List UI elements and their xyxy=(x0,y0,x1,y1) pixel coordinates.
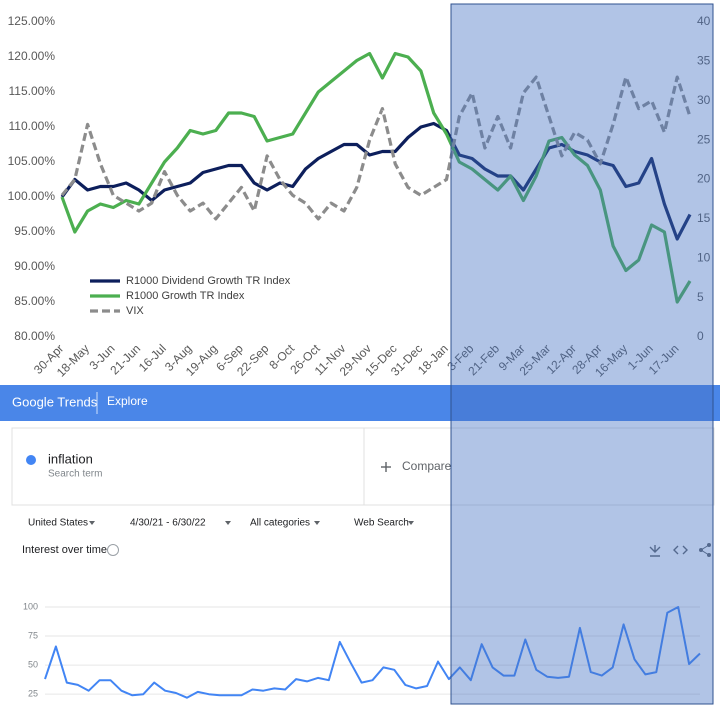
term-dot xyxy=(26,455,36,465)
series-line xyxy=(60,121,692,241)
y-tick-label: 115.00% xyxy=(9,84,56,98)
series-line xyxy=(60,75,692,221)
y-tick-label: 110.00% xyxy=(9,119,56,133)
y-tick-label: 90.00% xyxy=(14,259,55,273)
y-tick-label: 105.00% xyxy=(8,154,56,168)
brand: Google Trends xyxy=(12,394,98,409)
y2-tick-label: 5 xyxy=(697,290,704,304)
y2-tick-label: 20 xyxy=(697,172,711,186)
help-icon[interactable] xyxy=(107,544,119,556)
term-card xyxy=(11,427,715,506)
y-tick-label: 125.00% xyxy=(8,14,56,28)
trends-header xyxy=(0,385,720,421)
filter[interactable]: United States xyxy=(28,518,88,529)
y2-tick-label: 40 xyxy=(697,14,711,28)
download-icon[interactable] xyxy=(649,545,661,557)
filter[interactable]: 4/30/21 - 6/30/22 xyxy=(130,518,206,529)
y-tick-label: 50 xyxy=(28,659,38,669)
filter[interactable]: Web Search xyxy=(354,518,409,529)
y-tick-label: 25 xyxy=(28,689,38,699)
y-tick-label: 100.00% xyxy=(8,189,56,203)
legend-label: R1000 Growth TR Index xyxy=(126,290,245,302)
term[interactable]: inflation xyxy=(48,451,93,466)
term-type: Search term xyxy=(48,469,102,480)
legend-label: VIX xyxy=(126,305,144,317)
legend-label: R1000 Dividend Growth TR Index xyxy=(126,275,291,287)
y-tick-label: 95.00% xyxy=(14,224,55,238)
embed-icon[interactable] xyxy=(673,545,688,555)
y2-tick-label: 30 xyxy=(697,93,711,107)
y2-tick-label: 0 xyxy=(697,329,704,343)
compare[interactable]: Compare xyxy=(402,459,452,473)
plus-icon xyxy=(381,462,391,472)
y-tick-label: 85.00% xyxy=(14,294,55,308)
y2-tick-label: 25 xyxy=(697,132,711,146)
y2-tick-label: 35 xyxy=(697,54,711,68)
y2-tick-label: 10 xyxy=(697,250,711,264)
series-line xyxy=(60,51,692,304)
filter[interactable]: All categories xyxy=(250,518,310,529)
y2-tick-label: 15 xyxy=(697,211,711,225)
highlight-overlay xyxy=(450,3,714,705)
nav-explore[interactable]: Explore xyxy=(107,394,148,408)
dropdown-arrow xyxy=(89,521,95,525)
y-tick-label: 120.00% xyxy=(8,49,56,63)
y-tick-label: 100 xyxy=(23,601,38,611)
dropdown-arrow xyxy=(314,521,320,525)
section-title: Interest over time xyxy=(22,544,107,556)
y-tick-label: 75 xyxy=(28,630,38,640)
dropdown-arrow xyxy=(408,521,414,525)
series-line xyxy=(44,606,701,699)
y-tick-label: 80.00% xyxy=(14,329,55,343)
share-icon[interactable] xyxy=(699,543,711,557)
dropdown-arrow xyxy=(225,521,231,525)
